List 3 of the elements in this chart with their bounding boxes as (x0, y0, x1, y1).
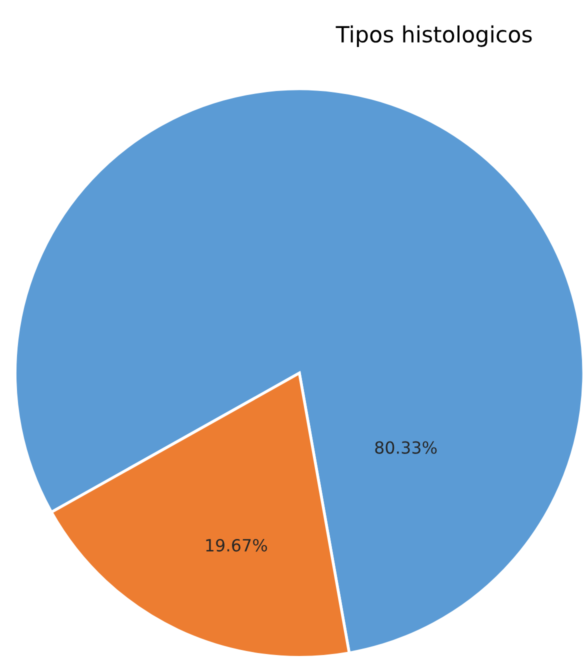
data-label: 80.33% (375, 441, 437, 454)
data-label: 19.67% (206, 538, 268, 552)
chart-title: Tipos histologicos (336, 25, 532, 47)
